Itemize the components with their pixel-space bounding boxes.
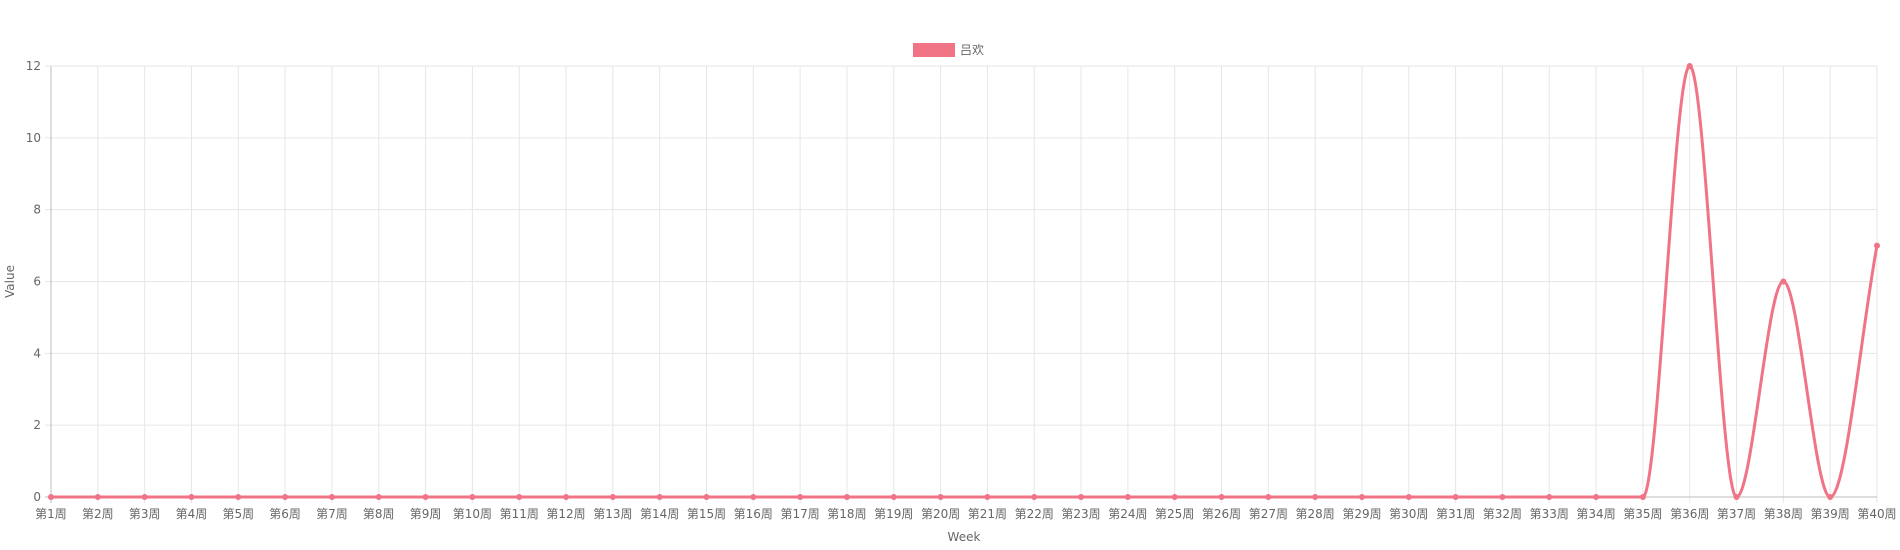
data-point[interactable] bbox=[1827, 494, 1834, 500]
data-point[interactable] bbox=[1078, 494, 1085, 500]
data-point[interactable] bbox=[937, 494, 944, 500]
data-point[interactable] bbox=[328, 494, 335, 500]
y-tick-label: 8 bbox=[33, 203, 41, 217]
x-tick-label: 第26周 bbox=[1202, 507, 1241, 521]
data-point[interactable] bbox=[1452, 494, 1459, 500]
y-axis-ticks: 0 2 4 6 8 10 12 bbox=[26, 59, 41, 504]
x-tick-label: 第27周 bbox=[1249, 507, 1288, 521]
x-tick-label: 第4周 bbox=[176, 507, 208, 521]
grid-lines bbox=[45, 65, 1878, 503]
data-point[interactable] bbox=[516, 494, 523, 500]
x-tick-label: 第10周 bbox=[453, 507, 492, 521]
legend[interactable]: 吕欢 bbox=[913, 42, 984, 57]
x-tick-label: 第25周 bbox=[1155, 507, 1194, 521]
legend-swatch[interactable] bbox=[913, 43, 955, 57]
x-tick-label: 第36周 bbox=[1670, 507, 1709, 521]
data-point[interactable] bbox=[609, 494, 616, 500]
x-tick-label: 第6周 bbox=[269, 507, 301, 521]
x-tick-label: 第24周 bbox=[1108, 507, 1147, 521]
data-point[interactable] bbox=[469, 494, 476, 500]
x-tick-label: 第12周 bbox=[546, 507, 585, 521]
x-axis-title: Week bbox=[948, 530, 981, 544]
x-tick-label: 第30周 bbox=[1389, 507, 1428, 521]
data-point[interactable] bbox=[797, 494, 804, 500]
data-point[interactable] bbox=[1218, 494, 1225, 500]
data-point[interactable] bbox=[1358, 494, 1365, 500]
x-tick-label: 第34周 bbox=[1576, 507, 1615, 521]
data-point[interactable] bbox=[703, 494, 710, 500]
data-point[interactable] bbox=[1593, 494, 1600, 500]
data-point[interactable] bbox=[1265, 494, 1272, 500]
data-point[interactable] bbox=[1639, 494, 1646, 500]
data-point[interactable] bbox=[563, 494, 570, 500]
data-point[interactable] bbox=[656, 494, 663, 500]
data-point[interactable] bbox=[422, 494, 429, 500]
y-tick-label: 2 bbox=[33, 418, 41, 432]
legend-label[interactable]: 吕欢 bbox=[960, 42, 984, 57]
x-tick-label: 第17周 bbox=[780, 507, 819, 521]
data-point[interactable] bbox=[1780, 278, 1787, 285]
x-tick-label: 第37周 bbox=[1717, 507, 1756, 521]
data-point[interactable] bbox=[141, 494, 148, 500]
x-tick-label: 第11周 bbox=[500, 507, 539, 521]
data-point[interactable] bbox=[1124, 494, 1131, 500]
data-point[interactable] bbox=[984, 494, 991, 500]
data-point[interactable] bbox=[1405, 494, 1412, 500]
y-tick-label: 12 bbox=[26, 59, 41, 73]
data-point[interactable] bbox=[282, 494, 289, 500]
data-point[interactable] bbox=[1312, 494, 1319, 500]
data-point[interactable] bbox=[1031, 494, 1038, 500]
x-tick-label: 第16周 bbox=[734, 507, 773, 521]
x-tick-label: 第33周 bbox=[1530, 507, 1569, 521]
x-tick-label: 第8周 bbox=[363, 507, 395, 521]
x-tick-label: 第22周 bbox=[1015, 507, 1054, 521]
x-tick-label: 第9周 bbox=[410, 507, 442, 521]
data-point[interactable] bbox=[750, 494, 757, 500]
x-tick-label: 第35周 bbox=[1623, 507, 1662, 521]
data-point[interactable] bbox=[1499, 494, 1506, 500]
x-tick-label: 第1周 bbox=[35, 507, 67, 521]
x-tick-label: 第32周 bbox=[1483, 507, 1522, 521]
y-tick-label: 0 bbox=[33, 490, 41, 504]
x-tick-label: 第7周 bbox=[316, 507, 348, 521]
x-tick-label: 第29周 bbox=[1342, 507, 1381, 521]
x-tick-label: 第28周 bbox=[1296, 507, 1335, 521]
data-point[interactable] bbox=[1733, 494, 1740, 500]
data-point[interactable] bbox=[48, 494, 54, 500]
x-tick-label: 第5周 bbox=[222, 507, 254, 521]
x-tick-label: 第40周 bbox=[1857, 507, 1896, 521]
x-tick-label: 第20周 bbox=[921, 507, 960, 521]
x-tick-label: 第14周 bbox=[640, 507, 679, 521]
x-tick-label: 第38周 bbox=[1764, 507, 1803, 521]
x-tick-label: 第13周 bbox=[593, 507, 632, 521]
x-tick-label: 第2周 bbox=[82, 507, 114, 521]
x-tick-label: 第21周 bbox=[968, 507, 1007, 521]
x-tick-label: 第3周 bbox=[129, 507, 161, 521]
y-tick-label: 6 bbox=[33, 275, 41, 289]
y-tick-label: 10 bbox=[26, 131, 41, 145]
data-point[interactable] bbox=[890, 494, 897, 500]
x-tick-label: 第18周 bbox=[827, 507, 866, 521]
data-point[interactable] bbox=[1686, 63, 1693, 69]
y-axis-title: Value bbox=[3, 265, 17, 298]
data-point[interactable] bbox=[375, 494, 382, 500]
data-point[interactable] bbox=[235, 494, 242, 500]
x-tick-label: 第39周 bbox=[1811, 507, 1850, 521]
y-tick-label: 4 bbox=[33, 346, 41, 360]
x-tick-label: 第19周 bbox=[874, 507, 913, 521]
x-tick-label: 第23周 bbox=[1061, 507, 1100, 521]
series-group bbox=[48, 63, 1880, 500]
data-point[interactable] bbox=[94, 494, 101, 500]
x-tick-label: 第15周 bbox=[687, 507, 726, 521]
data-point[interactable] bbox=[843, 494, 850, 500]
data-point[interactable] bbox=[1874, 242, 1880, 249]
data-point[interactable] bbox=[188, 494, 195, 500]
x-tick-label: 第31周 bbox=[1436, 507, 1475, 521]
x-axis-ticks: 第1周 第2周 第3周 第4周 第5周 第6周 第7周 第8周 第9周 第10周 第11周 第12周第… bbox=[35, 507, 1896, 521]
data-point[interactable] bbox=[1546, 494, 1553, 500]
data-point[interactable] bbox=[1171, 494, 1178, 500]
